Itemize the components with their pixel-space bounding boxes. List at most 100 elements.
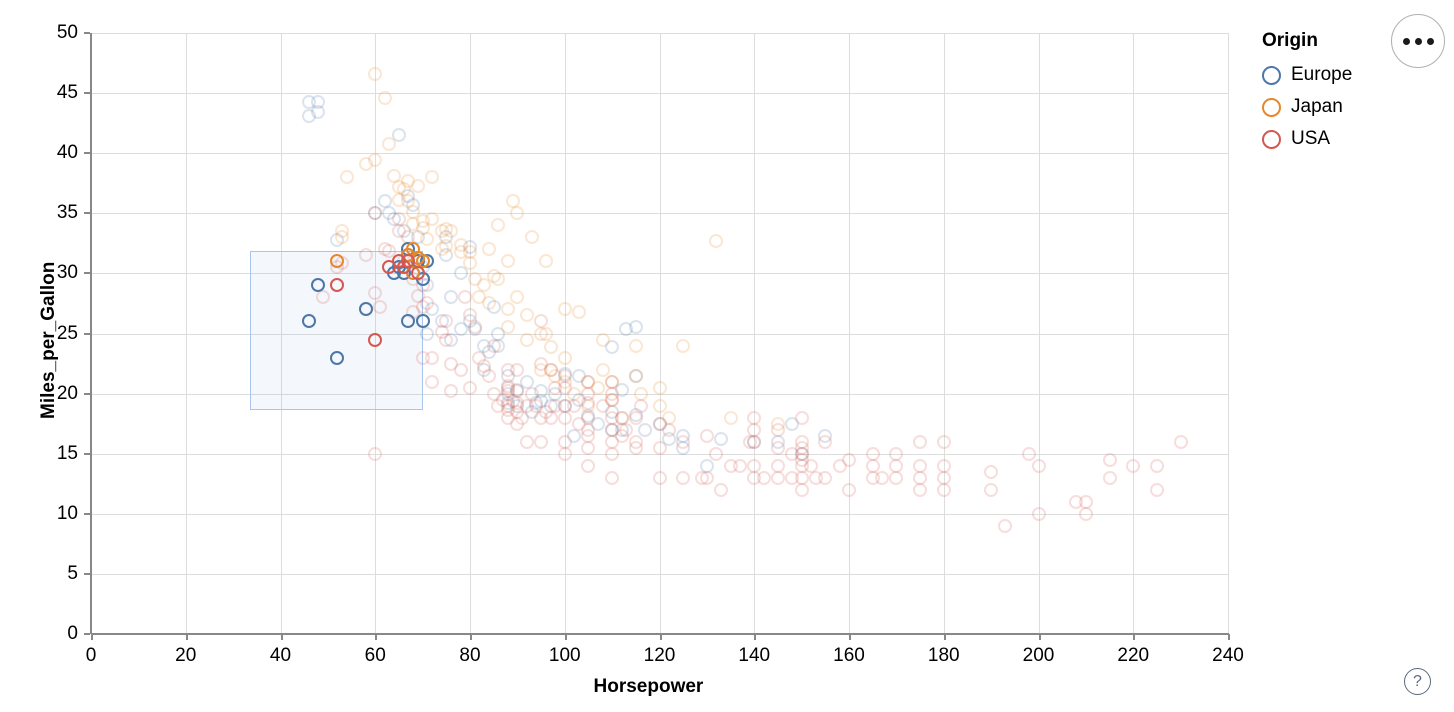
data-point[interactable]: [463, 244, 477, 259]
data-point[interactable]: [534, 434, 549, 449]
data-point[interactable]: [425, 212, 440, 227]
data-point[interactable]: [628, 368, 643, 383]
data-point[interactable]: [714, 432, 729, 447]
data-point[interactable]: [519, 332, 534, 347]
data-point[interactable]: [1149, 458, 1164, 473]
data-point[interactable]: [368, 446, 383, 461]
data-point[interactable]: [420, 326, 435, 341]
data-point[interactable]: [453, 362, 468, 377]
data-point[interactable]: [358, 248, 373, 263]
data-point[interactable]: [510, 362, 525, 377]
data-point[interactable]: [699, 428, 714, 443]
data-point[interactable]: [425, 170, 440, 185]
data-point[interactable]: [842, 452, 856, 467]
data-point[interactable]: [368, 206, 383, 221]
data-point[interactable]: [581, 440, 596, 455]
data-point[interactable]: [567, 398, 582, 413]
data-point[interactable]: [818, 470, 833, 485]
data-point[interactable]: [605, 374, 620, 389]
data-point[interactable]: [595, 332, 610, 347]
data-point[interactable]: [444, 224, 459, 239]
data-point[interactable]: [301, 314, 316, 329]
data-point[interactable]: [889, 458, 904, 473]
data-point[interactable]: [425, 374, 440, 389]
data-point[interactable]: [1126, 458, 1141, 473]
data-point[interactable]: [330, 254, 345, 269]
data-point[interactable]: [500, 254, 515, 269]
data-point[interactable]: [865, 458, 880, 473]
data-point[interactable]: [372, 300, 387, 315]
data-point[interactable]: [1022, 446, 1037, 461]
data-point[interactable]: [401, 314, 416, 329]
data-point[interactable]: [652, 398, 667, 413]
data-point[interactable]: [444, 290, 459, 305]
data-point[interactable]: [491, 218, 506, 233]
plot-area[interactable]: [91, 33, 1229, 635]
legend-item-europe[interactable]: Europe: [1262, 59, 1422, 91]
data-point[interactable]: [481, 242, 496, 257]
data-point[interactable]: [936, 434, 951, 449]
data-point[interactable]: [519, 308, 534, 323]
data-point[interactable]: [538, 254, 553, 269]
data-point[interactable]: [444, 384, 459, 399]
data-point[interactable]: [420, 296, 435, 311]
data-point[interactable]: [439, 332, 454, 347]
data-point[interactable]: [453, 321, 468, 336]
legend-item-usa[interactable]: USA: [1262, 123, 1422, 155]
data-point[interactable]: [420, 231, 435, 246]
data-point[interactable]: [467, 320, 482, 335]
data-point[interactable]: [515, 410, 530, 425]
data-point[interactable]: [619, 422, 634, 437]
data-point[interactable]: [889, 470, 904, 485]
data-point[interactable]: [415, 314, 430, 329]
data-point[interactable]: [605, 386, 620, 401]
data-point[interactable]: [510, 206, 525, 221]
data-point[interactable]: [652, 470, 667, 485]
data-point[interactable]: [984, 464, 999, 479]
data-point[interactable]: [458, 290, 473, 305]
data-point[interactable]: [311, 278, 326, 293]
data-point[interactable]: [382, 243, 397, 258]
data-point[interactable]: [1102, 470, 1117, 485]
data-point[interactable]: [401, 254, 416, 269]
data-point[interactable]: [510, 290, 525, 305]
data-point[interactable]: [316, 290, 331, 305]
data-point[interactable]: [543, 410, 558, 425]
data-point[interactable]: [652, 380, 667, 395]
data-point[interactable]: [481, 296, 496, 311]
data-point[interactable]: [368, 66, 383, 81]
data-point[interactable]: [756, 470, 771, 485]
data-point[interactable]: [519, 434, 534, 449]
data-point[interactable]: [382, 136, 397, 151]
data-point[interactable]: [1078, 506, 1093, 521]
data-point[interactable]: [1031, 506, 1046, 521]
data-point[interactable]: [453, 266, 468, 281]
data-point[interactable]: [913, 434, 928, 449]
data-point[interactable]: [406, 205, 421, 220]
data-point[interactable]: [1102, 452, 1117, 467]
data-point[interactable]: [913, 482, 928, 497]
legend-item-japan[interactable]: Japan: [1262, 91, 1422, 123]
data-point[interactable]: [425, 350, 440, 365]
data-point[interactable]: [628, 440, 643, 455]
data-point[interactable]: [543, 339, 558, 354]
data-point[interactable]: [500, 320, 515, 335]
data-point[interactable]: [486, 338, 501, 353]
data-point[interactable]: [770, 440, 785, 455]
data-point[interactable]: [628, 320, 643, 335]
data-point[interactable]: [581, 396, 596, 411]
data-point[interactable]: [633, 398, 648, 413]
data-point[interactable]: [661, 422, 676, 437]
data-point[interactable]: [605, 470, 620, 485]
data-point[interactable]: [794, 482, 809, 497]
data-point[interactable]: [557, 380, 572, 395]
data-point[interactable]: [984, 482, 999, 497]
data-point[interactable]: [557, 350, 572, 365]
data-point[interactable]: [1031, 458, 1046, 473]
data-point[interactable]: [936, 482, 951, 497]
data-point[interactable]: [463, 380, 477, 395]
data-point[interactable]: [358, 302, 373, 317]
data-point[interactable]: [842, 482, 856, 497]
data-point[interactable]: [581, 422, 596, 437]
data-point[interactable]: [1173, 434, 1188, 449]
